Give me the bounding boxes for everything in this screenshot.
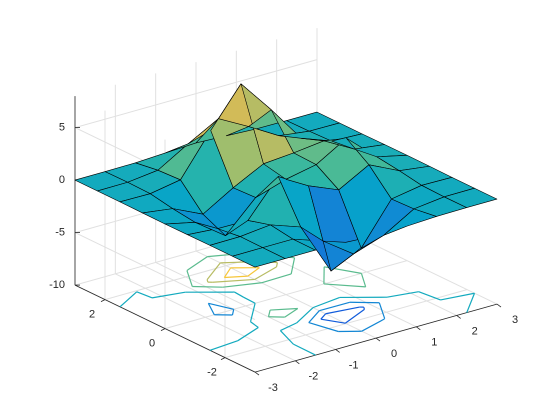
x-tick-label: 2	[472, 325, 478, 337]
grid-line	[164, 260, 408, 330]
contour-line	[378, 302, 386, 319]
x-tick	[456, 315, 461, 319]
x-tick	[375, 337, 381, 342]
surface-face	[443, 187, 498, 208]
contour-line	[319, 301, 350, 312]
y-tick	[220, 357, 226, 360]
contour-line	[119, 291, 138, 308]
contour-line	[290, 257, 296, 275]
contour-line	[254, 266, 277, 280]
contour-line	[187, 256, 208, 271]
x-tick-label: 0	[391, 348, 397, 360]
x-tick-label: 1	[431, 337, 437, 349]
x-tick-label: -2	[308, 371, 318, 383]
grid-line	[224, 289, 468, 359]
contour-line	[320, 318, 346, 324]
contour-line	[237, 326, 259, 342]
contour-line	[249, 303, 256, 322]
contour-line	[360, 273, 367, 288]
contour-line	[206, 279, 209, 283]
x-tick	[416, 326, 421, 331]
contour-line	[261, 273, 292, 284]
contour-line	[233, 291, 244, 298]
contour-line	[222, 282, 262, 288]
contour-line	[363, 306, 365, 310]
contour-line	[280, 322, 297, 332]
contour-line	[344, 308, 365, 324]
contour-line	[361, 318, 385, 332]
x-tick	[335, 349, 340, 353]
contour-line	[243, 296, 256, 304]
x-tick	[295, 360, 300, 365]
y-tick-label: -2	[207, 367, 217, 379]
contour-line	[308, 322, 339, 333]
y-tick-label: 2	[89, 309, 95, 321]
contour-line	[209, 340, 239, 351]
contour-line	[320, 313, 327, 320]
z-tick-label: -5	[55, 227, 65, 239]
contour-line	[151, 291, 186, 299]
x-tick	[496, 303, 502, 308]
contour-line	[270, 307, 298, 311]
grid-line	[74, 232, 256, 321]
contour-line	[267, 309, 271, 317]
contour-line	[323, 283, 366, 288]
contour-line	[223, 267, 232, 278]
contour-line	[224, 275, 248, 279]
contour-line	[192, 285, 223, 288]
x-tick	[254, 371, 260, 376]
contour-line	[212, 278, 255, 283]
contour-line	[386, 291, 419, 298]
contour-line	[250, 321, 259, 328]
z-tick-label: 0	[59, 174, 65, 186]
x-tick-label: -1	[349, 359, 359, 371]
y-tick	[160, 328, 166, 331]
z-tick-label: 5	[59, 122, 65, 134]
contour-line	[284, 307, 299, 318]
contour-line	[308, 310, 320, 324]
contour-line	[418, 291, 441, 301]
x-tick-label: -3	[268, 382, 278, 394]
contour-line	[207, 303, 215, 316]
y-tick	[100, 299, 106, 302]
contour-line	[186, 270, 193, 287]
contour-line	[325, 306, 360, 315]
contour-line	[275, 262, 279, 268]
y-tick-label: 0	[149, 338, 155, 350]
contour-line	[231, 309, 235, 316]
contour-line	[136, 291, 153, 299]
z-tick-label: -10	[49, 279, 65, 291]
contour-line	[440, 292, 475, 301]
contour-line	[247, 267, 260, 277]
contour-line	[208, 302, 234, 310]
contour-line	[293, 343, 316, 356]
contour-line	[279, 330, 294, 345]
contour-line	[312, 296, 340, 309]
contour-line	[296, 307, 314, 324]
contour-line	[206, 262, 221, 280]
grid-line	[74, 59, 318, 129]
contour-line	[466, 293, 476, 313]
x-tick-label: 3	[512, 314, 518, 326]
